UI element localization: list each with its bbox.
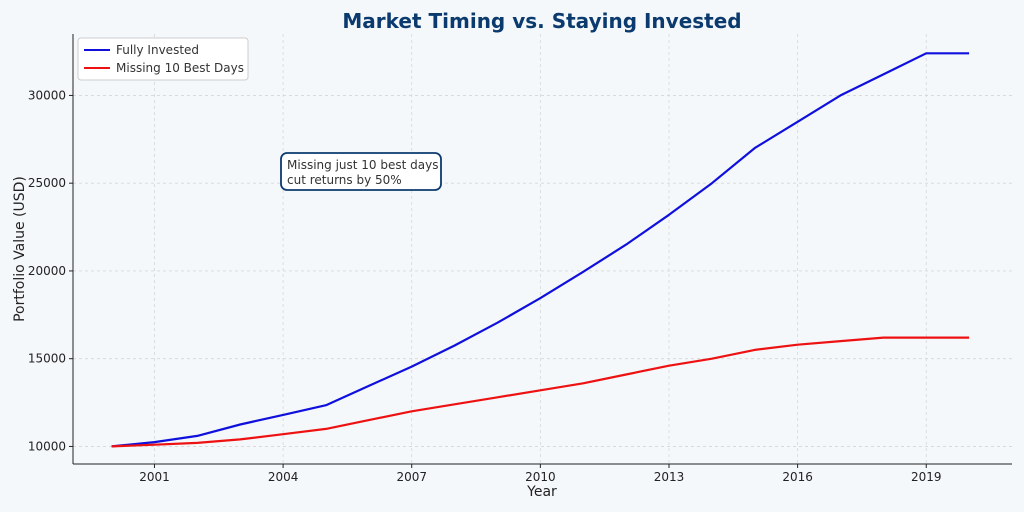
grid	[73, 34, 1012, 464]
y-tick-label: 10000	[28, 439, 66, 453]
chart-title: Market Timing vs. Staying Invested	[342, 9, 741, 33]
y-tick-label: 20000	[28, 264, 66, 278]
y-tick-label: 15000	[28, 352, 66, 366]
annotation-frame	[280, 152, 442, 191]
legend-frame	[77, 37, 249, 81]
annotation-line-2: cut returns by 50%	[287, 173, 402, 187]
x-tick-label: 2001	[139, 470, 170, 484]
x-tick-label: 2016	[782, 470, 813, 484]
axes: 2001 2004 2007 2010 2013 2016 2019 10000 15000 20…	[28, 34, 1012, 484]
x-tick-label: 2013	[654, 470, 685, 484]
x-axis-label: Year	[526, 484, 557, 500]
series-lines	[111, 52, 970, 448]
y-tick-label: 25000	[28, 176, 66, 190]
x-tick-label: 2007	[396, 470, 427, 484]
series-line-fully-invested	[111, 52, 970, 448]
x-tick-label: 2010	[525, 470, 556, 484]
annotation-line-1: Missing just 10 best days	[287, 158, 438, 172]
annotation-box: Missing just 10 best days cut returns by…	[280, 152, 442, 191]
series-line-missing-10-best-days	[111, 336, 970, 448]
legend-label-missing-10-best-days: Missing 10 Best Days	[116, 61, 244, 75]
x-tick-label: 2019	[911, 470, 942, 484]
y-tick-label: 30000	[28, 88, 66, 102]
x-tick-label: 2004	[268, 470, 299, 484]
legend: Fully Invested Missing 10 Best Days	[77, 37, 249, 81]
legend-label-fully-invested: Fully Invested	[116, 43, 199, 57]
y-axis-label: Portfolio Value (USD)	[12, 176, 28, 322]
